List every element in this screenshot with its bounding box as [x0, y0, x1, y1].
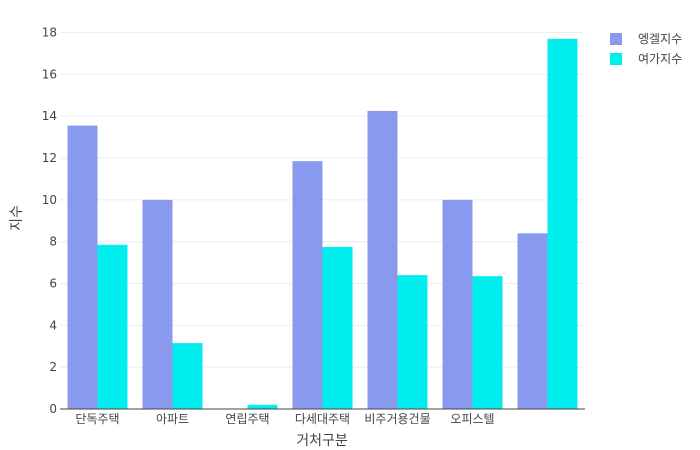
y-tick-label: 14 [42, 109, 57, 123]
legend-swatch[interactable] [610, 53, 622, 65]
x-tick-label: 아파트 [156, 412, 189, 426]
x-tick-label: 연립주택 [225, 412, 269, 426]
bar-leisure-3[interactable] [322, 246, 353, 409]
bar-leisure-2[interactable] [247, 404, 278, 409]
legend-label[interactable]: 엥겔지수 [638, 32, 682, 46]
legend-label[interactable]: 여가지수 [638, 52, 682, 66]
y-tick-label: 4 [49, 318, 57, 332]
x-tick-label: 오피스텔 [450, 412, 494, 426]
bar-engel-1[interactable] [142, 199, 173, 409]
x-tick-label: 비주거용건물 [364, 412, 430, 426]
y-axis-title: 지수 [9, 205, 25, 231]
bar-engel-4[interactable] [367, 110, 398, 410]
y-tick-label: 8 [49, 235, 57, 249]
x-axis-title: 거처구분 [296, 433, 348, 449]
y-tick-labels: 0 2 4 6 8 10 12 14 16 18 [42, 26, 57, 416]
y-tick-label: 10 [42, 193, 57, 207]
y-tick-label: 6 [49, 277, 57, 291]
bar-leisure-0[interactable] [97, 244, 128, 409]
bar-leisure-5[interactable] [472, 276, 503, 409]
x-tick-labels: 단독주택 아파트 연립주택 다세대주택 비주거용건물 오피스텔 [75, 412, 494, 426]
bar-engel-3[interactable] [292, 161, 323, 409]
y-tick-label: 16 [42, 67, 57, 81]
bar-engel-0[interactable] [67, 125, 98, 409]
legend-swatch[interactable] [610, 33, 622, 45]
x-tick-label: 단독주택 [75, 412, 119, 426]
bar-engel-5[interactable] [442, 199, 473, 409]
bar-leisure-6[interactable] [547, 38, 578, 410]
bar-engel-6[interactable] [517, 233, 548, 409]
bars [67, 38, 578, 410]
bar-leisure-1[interactable] [172, 343, 203, 409]
x-tick-label: 다세대주택 [295, 412, 350, 426]
y-tick-label: 0 [49, 402, 57, 416]
y-tick-label: 18 [42, 26, 57, 40]
y-tick-label: 12 [42, 151, 57, 165]
y-tick-label: 2 [49, 360, 57, 374]
bar-leisure-4[interactable] [397, 275, 428, 409]
